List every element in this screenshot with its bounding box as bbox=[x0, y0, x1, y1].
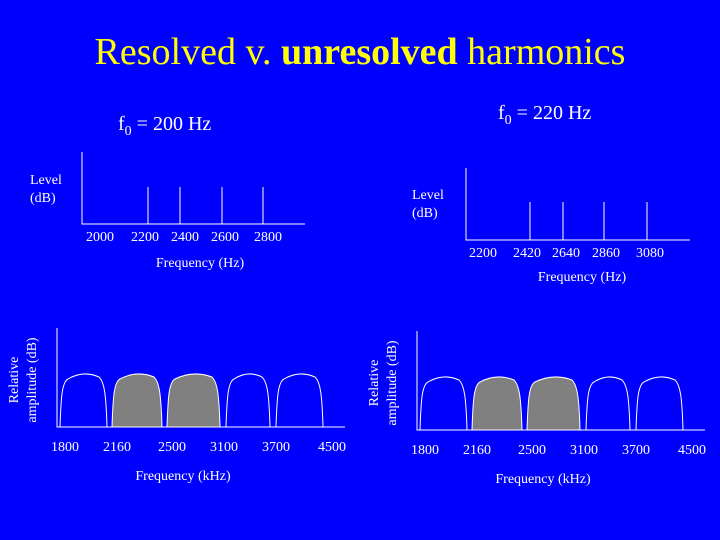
f0-base: f bbox=[498, 102, 505, 124]
f0-label: f0 = 200 Hz bbox=[118, 113, 211, 139]
x-tick-label: 2200 bbox=[131, 230, 159, 245]
x-tick-label: 2420 bbox=[513, 246, 541, 261]
f0-rest: = 220 Hz bbox=[512, 102, 592, 124]
x-tick-label: 4500 bbox=[678, 443, 706, 458]
x-axis-label: Frequency (Hz) bbox=[156, 256, 245, 271]
y-axis-label: Level bbox=[412, 188, 444, 203]
x-tick-label: 4500 bbox=[318, 440, 346, 455]
f0-sub: 0 bbox=[505, 113, 512, 128]
x-tick-label: 2500 bbox=[518, 443, 546, 458]
x-tick-label: 3700 bbox=[622, 443, 650, 458]
x-tick-label: 3100 bbox=[570, 443, 598, 458]
x-tick-label: 1800 bbox=[411, 443, 439, 458]
x-tick-label: 3700 bbox=[262, 440, 290, 455]
y-axis-label: amplitude (dB) bbox=[25, 337, 40, 422]
spectrum-axes bbox=[465, 168, 690, 241]
filter-resolved-overlap bbox=[526, 376, 581, 431]
filter-resolved-overlap bbox=[471, 376, 523, 431]
x-tick-label: 3080 bbox=[636, 246, 664, 261]
f0-label: f0 = 220 Hz bbox=[498, 102, 591, 128]
f0-base: f bbox=[118, 113, 125, 135]
x-tick-label: 2000 bbox=[86, 230, 114, 245]
x-axis-label: Frequency (kHz) bbox=[135, 469, 231, 484]
filter bbox=[275, 373, 324, 428]
title-bold: unresolved bbox=[281, 31, 458, 73]
title-part: harmonics bbox=[458, 31, 626, 73]
f0-rest: = 200 Hz bbox=[132, 113, 212, 135]
x-tick-label: 2500 bbox=[158, 440, 186, 455]
y-axis-label: (dB) bbox=[412, 206, 438, 221]
x-tick-label: 2400 bbox=[171, 230, 199, 245]
title-part: Resolved v. bbox=[95, 31, 281, 73]
x-tick-label: 1800 bbox=[51, 440, 79, 455]
filter bbox=[585, 376, 631, 431]
slide-title: Resolved v. unresolved harmonics bbox=[95, 31, 626, 73]
x-tick-label: 3100 bbox=[210, 440, 238, 455]
f0-sub: 0 bbox=[125, 124, 132, 139]
x-axis-label: Frequency (kHz) bbox=[495, 472, 591, 487]
x-tick-label: 2860 bbox=[592, 246, 620, 261]
x-tick-label: 2600 bbox=[211, 230, 239, 245]
y-axis-label: Relative bbox=[367, 360, 382, 407]
y-axis-label: Level bbox=[30, 173, 62, 188]
x-axis-label: Frequency (Hz) bbox=[538, 270, 627, 285]
y-axis-label: (dB) bbox=[30, 191, 56, 206]
filter bbox=[225, 373, 271, 428]
filter-resolved-overlap bbox=[111, 373, 163, 428]
filter bbox=[419, 376, 468, 431]
x-tick-label: 2640 bbox=[552, 246, 580, 261]
spectrum-axes bbox=[81, 152, 305, 225]
x-tick-label: 2160 bbox=[463, 443, 491, 458]
x-tick-label: 2160 bbox=[103, 440, 131, 455]
x-tick-label: 2800 bbox=[254, 230, 282, 245]
y-axis-label: Relative bbox=[7, 357, 22, 404]
filter bbox=[635, 376, 684, 431]
x-tick-label: 2200 bbox=[469, 246, 497, 261]
filter-resolved-overlap bbox=[166, 373, 221, 428]
y-axis-label: amplitude (dB) bbox=[385, 340, 400, 425]
filter bbox=[59, 373, 108, 428]
